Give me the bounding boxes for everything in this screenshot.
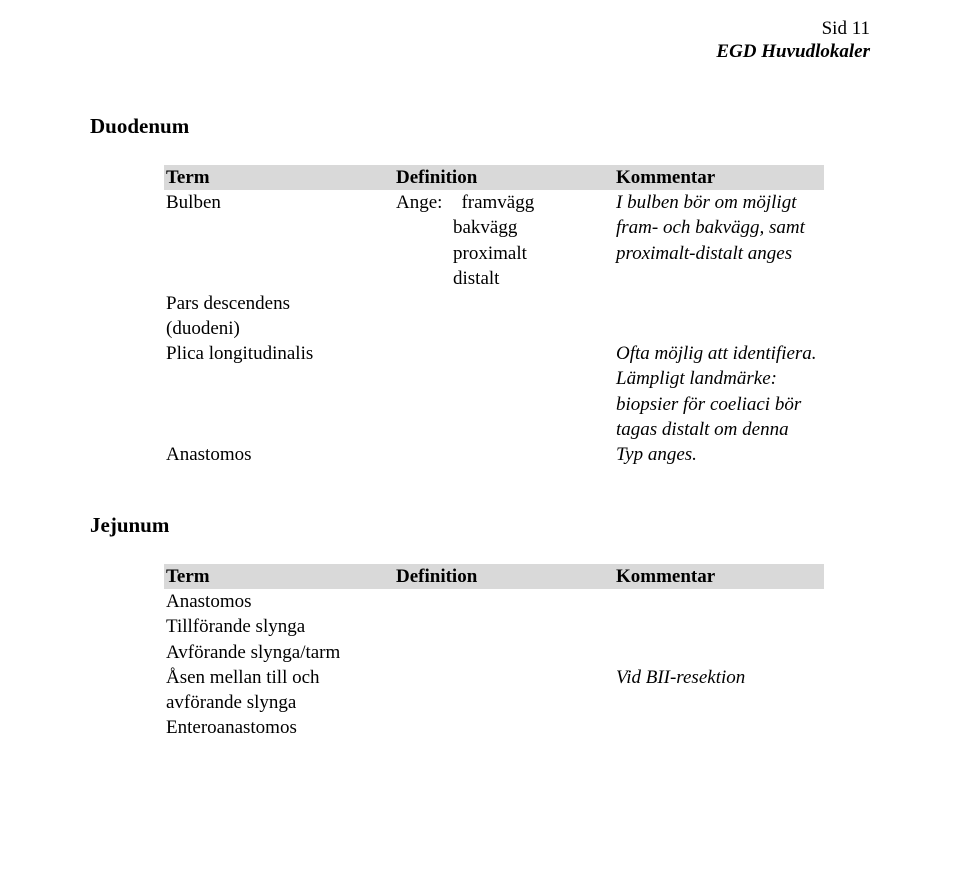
table-duodenum: Term Definition Kommentar Bulben Ange: f… bbox=[164, 165, 824, 467]
table-row: proximalt proximalt-distalt anges bbox=[164, 241, 824, 266]
cell-term bbox=[164, 392, 394, 417]
def-line: proximalt bbox=[453, 243, 527, 264]
cell-term: Pars descendens bbox=[164, 291, 394, 316]
table-row: Bulben Ange: framvägg I bulben bör om mö… bbox=[164, 190, 824, 215]
cell-term bbox=[164, 241, 394, 266]
cell-definition bbox=[394, 417, 614, 442]
def-line: distalt bbox=[453, 268, 499, 289]
cell-kommentar: proximalt-distalt anges bbox=[614, 241, 824, 266]
col-definition: Definition bbox=[394, 564, 614, 589]
section-heading-duodenum: Duodenum bbox=[90, 114, 870, 139]
table-header-row: Term Definition Kommentar bbox=[164, 165, 824, 190]
def-line: framvägg bbox=[461, 192, 534, 213]
cell-kommentar bbox=[614, 690, 824, 715]
col-kommentar: Kommentar bbox=[614, 564, 824, 589]
table-row: distalt bbox=[164, 266, 824, 291]
page-header: Sid 11 EGD Huvudlokaler bbox=[716, 18, 870, 64]
table-row: Avförande slynga/tarm bbox=[164, 640, 824, 665]
col-term: Term bbox=[164, 165, 394, 190]
cell-kommentar bbox=[614, 266, 824, 291]
table-header-row: Term Definition Kommentar bbox=[164, 564, 824, 589]
cell-kommentar bbox=[614, 291, 824, 316]
cell-kommentar: Ofta möjlig att identifiera. bbox=[614, 341, 824, 366]
table-row: Anastomos bbox=[164, 589, 824, 614]
cell-term: Anastomos bbox=[164, 442, 394, 467]
cell-term bbox=[164, 366, 394, 391]
table-row: Åsen mellan till och Vid BII-resektion bbox=[164, 665, 824, 690]
cell-definition: proximalt bbox=[394, 241, 614, 266]
cell-definition bbox=[394, 392, 614, 417]
cell-definition bbox=[394, 442, 614, 467]
def-prefix: Ange: bbox=[396, 192, 442, 213]
doc-title: EGD Huvudlokaler bbox=[716, 41, 870, 64]
table-jejunum-wrap: Term Definition Kommentar Anastomos Till… bbox=[164, 564, 870, 740]
cell-definition: distalt bbox=[394, 266, 614, 291]
cell-term: Enteroanastomos bbox=[164, 715, 394, 740]
table-row: bakvägg fram- och bakvägg, samt bbox=[164, 215, 824, 240]
page-number: Sid 11 bbox=[716, 18, 870, 41]
cell-kommentar: fram- och bakvägg, samt bbox=[614, 215, 824, 240]
col-term: Term bbox=[164, 564, 394, 589]
table-duodenum-wrap: Term Definition Kommentar Bulben Ange: f… bbox=[164, 165, 870, 467]
table-row: Lämpligt landmärke: bbox=[164, 366, 824, 391]
cell-kommentar: Typ anges. bbox=[614, 442, 824, 467]
section-heading-jejunum: Jejunum bbox=[90, 513, 870, 538]
cell-term bbox=[164, 266, 394, 291]
cell-definition bbox=[394, 366, 614, 391]
cell-term: Anastomos bbox=[164, 589, 394, 614]
cell-definition bbox=[394, 316, 614, 341]
cell-kommentar bbox=[614, 589, 824, 614]
cell-kommentar: biopsier för coeliaci bör bbox=[614, 392, 824, 417]
table-row: biopsier för coeliaci bör bbox=[164, 392, 824, 417]
cell-definition: Ange: framvägg bbox=[394, 190, 614, 215]
cell-term bbox=[164, 215, 394, 240]
table-row: Pars descendens bbox=[164, 291, 824, 316]
cell-term: Plica longitudinalis bbox=[164, 341, 394, 366]
cell-term: Tillförande slynga bbox=[164, 614, 394, 639]
table-row: Tillförande slynga bbox=[164, 614, 824, 639]
col-kommentar: Kommentar bbox=[614, 165, 824, 190]
cell-kommentar bbox=[614, 316, 824, 341]
cell-term bbox=[164, 417, 394, 442]
cell-definition bbox=[394, 291, 614, 316]
table-row: Enteroanastomos bbox=[164, 715, 824, 740]
cell-definition: bakvägg bbox=[394, 215, 614, 240]
cell-definition bbox=[394, 341, 614, 366]
page: Sid 11 EGD Huvudlokaler Duodenum Term De… bbox=[0, 0, 960, 875]
cell-definition bbox=[394, 690, 614, 715]
cell-definition bbox=[394, 665, 614, 690]
table-row: tagas distalt om denna bbox=[164, 417, 824, 442]
cell-kommentar: Vid BII-resektion bbox=[614, 665, 824, 690]
cell-kommentar: Lämpligt landmärke: bbox=[614, 366, 824, 391]
col-definition: Definition bbox=[394, 165, 614, 190]
table-jejunum: Term Definition Kommentar Anastomos Till… bbox=[164, 564, 824, 740]
table-row: avförande slynga bbox=[164, 690, 824, 715]
cell-term: Avförande slynga/tarm bbox=[164, 640, 394, 665]
cell-term: (duodeni) bbox=[164, 316, 394, 341]
cell-definition bbox=[394, 589, 614, 614]
cell-kommentar: tagas distalt om denna bbox=[614, 417, 824, 442]
cell-definition bbox=[394, 715, 614, 740]
cell-term: Åsen mellan till och bbox=[164, 665, 394, 690]
cell-definition bbox=[394, 640, 614, 665]
cell-kommentar: I bulben bör om möjligt bbox=[614, 190, 824, 215]
cell-kommentar bbox=[614, 715, 824, 740]
cell-kommentar bbox=[614, 640, 824, 665]
cell-kommentar bbox=[614, 614, 824, 639]
cell-term: avförande slynga bbox=[164, 690, 394, 715]
table-row: Plica longitudinalis Ofta möjlig att ide… bbox=[164, 341, 824, 366]
cell-term: Bulben bbox=[164, 190, 394, 215]
table-row: Anastomos Typ anges. bbox=[164, 442, 824, 467]
def-line: bakvägg bbox=[453, 217, 517, 238]
cell-definition bbox=[394, 614, 614, 639]
table-row: (duodeni) bbox=[164, 316, 824, 341]
